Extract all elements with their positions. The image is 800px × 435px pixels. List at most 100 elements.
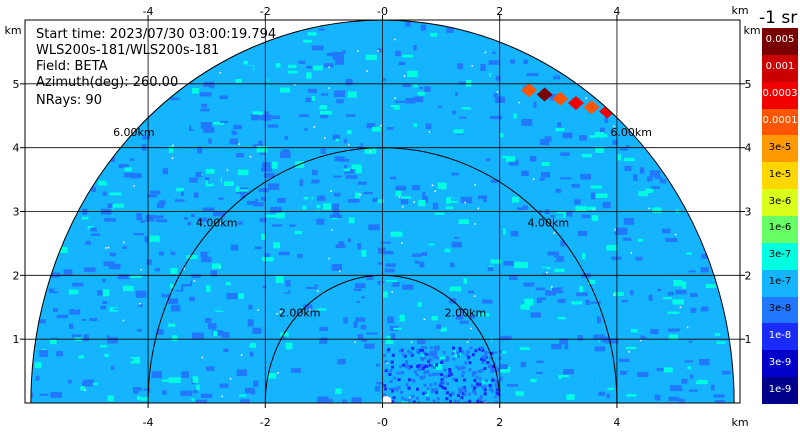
x-tick-label-top: -2 [260, 5, 271, 18]
field-cell [213, 211, 225, 218]
field-cell [231, 93, 237, 97]
field-cell [372, 126, 381, 132]
feature-cell [567, 95, 584, 110]
field-cell [140, 219, 145, 223]
field-cell [315, 208, 322, 211]
field-gap [466, 341, 469, 343]
field-cell [407, 70, 418, 78]
field-cell [699, 290, 705, 297]
feature-cell [445, 391, 449, 395]
field-cell [237, 293, 244, 299]
field-cell [195, 172, 204, 177]
field-cell [495, 75, 501, 81]
field-cell [87, 225, 94, 229]
field-cell [461, 325, 473, 330]
field-cell [490, 367, 500, 373]
feature-cell [432, 388, 436, 392]
field-cell [533, 101, 537, 108]
range-rings [30, 20, 735, 403]
field-cell [291, 374, 302, 381]
field-cell [130, 356, 140, 364]
field-cell [333, 175, 342, 178]
feature-cell [429, 383, 433, 387]
field-cell [68, 323, 74, 329]
field-cell [315, 83, 325, 91]
field-cell [39, 393, 49, 396]
field-cell [436, 137, 440, 142]
field-cell [571, 183, 580, 188]
field-cell [705, 284, 716, 289]
feature-cell [456, 394, 460, 398]
field-cell [401, 401, 409, 403]
feature-cell [471, 373, 475, 377]
feature-cell [552, 91, 569, 106]
field-cell [231, 130, 237, 135]
colorbar-label: 0.001 [765, 61, 795, 73]
colorbar-label: 3e-8 [768, 303, 792, 314]
feature-cell [391, 365, 395, 369]
field-cell [223, 181, 235, 186]
field-gap [471, 65, 473, 67]
field-cell [293, 203, 306, 211]
feature-cell [483, 350, 487, 354]
field-gap [380, 124, 382, 127]
field-cell [431, 372, 441, 376]
field-cell [638, 238, 643, 242]
feature-cell [475, 382, 479, 386]
field-gap [553, 232, 555, 234]
field-cell [126, 358, 134, 362]
colorbar-label: 1e-8 [768, 329, 792, 341]
field-cell [122, 246, 127, 249]
field-cell [502, 228, 506, 235]
field-cell [444, 62, 450, 65]
field-cell [673, 279, 683, 287]
field-cell [507, 383, 519, 387]
field-cell [380, 333, 387, 338]
field-gap [464, 201, 466, 204]
field-cell [442, 371, 446, 374]
field-cell [567, 178, 573, 182]
field-cell [425, 123, 432, 130]
field-cell [57, 246, 68, 254]
field-cell [396, 164, 406, 168]
feature-cell [439, 381, 443, 385]
field-cell [356, 300, 360, 304]
feature-cell [421, 348, 425, 352]
field-cell [343, 138, 347, 144]
field-cell [686, 252, 693, 255]
field-cell [321, 253, 329, 257]
feature-cell [422, 392, 426, 396]
feature-cell [458, 346, 462, 350]
field-gap [328, 257, 330, 260]
y-tick-label-left: 4 [13, 142, 20, 155]
field-cell [322, 108, 332, 111]
field-cell [206, 335, 214, 338]
field-cell [431, 316, 438, 321]
field-gap [473, 295, 476, 297]
field-cell [551, 343, 562, 350]
feature-cell [393, 376, 397, 380]
field-cell [137, 328, 142, 332]
field-cell [685, 225, 694, 231]
field-cell [380, 281, 393, 286]
field-cell [434, 212, 445, 215]
field-cell [143, 388, 151, 393]
field-cell [120, 248, 130, 251]
field-gap [628, 351, 630, 353]
colorbar-label: 1e-6 [768, 222, 792, 234]
field-cell [297, 253, 303, 259]
field-cell [381, 207, 387, 213]
field-cell [363, 191, 373, 195]
field-cell [453, 129, 464, 134]
field-gap [394, 97, 396, 99]
field-cell [382, 291, 388, 298]
field-cell [560, 240, 565, 247]
field-cell [385, 390, 394, 394]
field-cell [351, 397, 362, 403]
feature-cell [448, 370, 452, 374]
feature-2 [382, 346, 503, 403]
field-cell [571, 301, 583, 305]
feature-cell [394, 387, 398, 391]
field-cell [162, 379, 173, 382]
feature-cell [405, 363, 409, 367]
